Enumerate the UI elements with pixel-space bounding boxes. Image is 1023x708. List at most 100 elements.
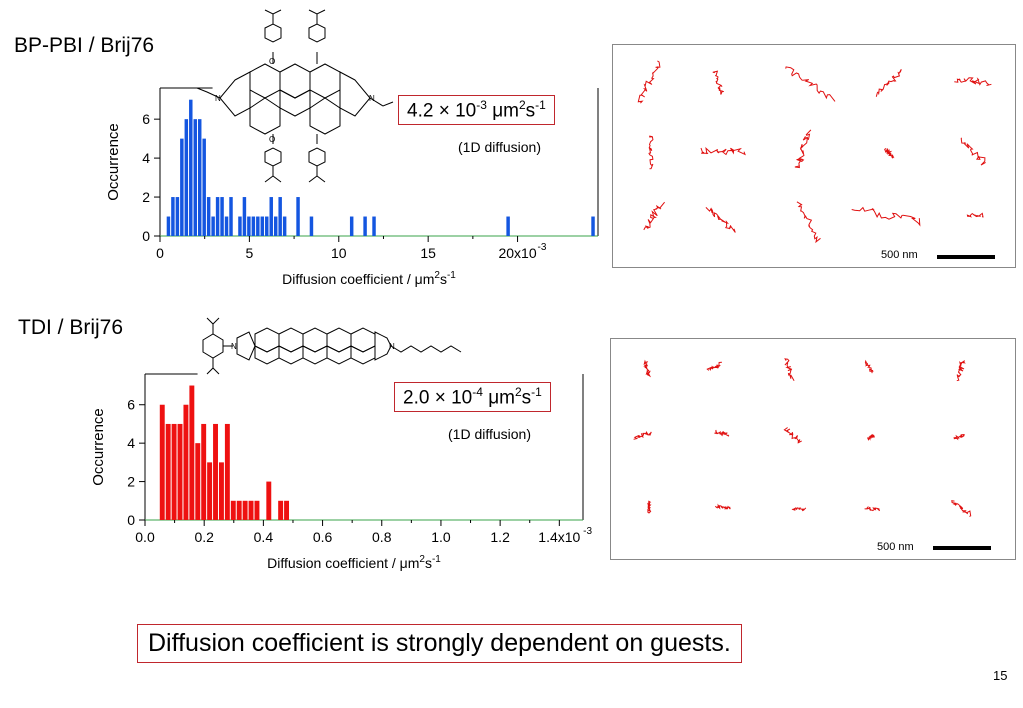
chart1-bar-3	[180, 138, 184, 236]
molecule1-o-bottom: O	[269, 135, 275, 144]
chart1-xtick-label-1: 5	[245, 245, 253, 261]
chart2-bar-1	[165, 423, 171, 520]
chart1-bar-6	[193, 119, 197, 236]
chart2-ylabel: Occurrence	[90, 408, 107, 486]
chart2-bar-13	[236, 500, 242, 520]
chart2-x-exponent: -3	[583, 526, 592, 537]
tracks1-track-12	[796, 201, 821, 244]
chart1-bar-9	[206, 197, 211, 236]
chart2-bar-4	[183, 404, 189, 520]
value1-unit: μm	[492, 100, 519, 122]
tracks2-track-1	[706, 361, 722, 371]
chart1-bar-27	[309, 216, 314, 236]
chart1-ytick-label-3: 6	[142, 111, 150, 127]
chart1-ylabel: Occurrence	[105, 123, 122, 201]
chart2-xtick-label-1: 0.2	[194, 529, 214, 545]
chart2-xlabel-sup2: -1	[432, 554, 441, 565]
chart1-ytick-label-2: 4	[142, 150, 150, 166]
chart1-xlabel-sup2: -1	[447, 270, 456, 281]
tracks2-track-5	[633, 431, 652, 440]
section1-title: BP-PBI / Brij76	[14, 34, 155, 57]
trajectory-tracks-2	[633, 358, 972, 517]
tracks2-track-7	[783, 427, 802, 444]
trajectory-panel-1: 500 nm	[612, 44, 1016, 268]
chart1-bar-12	[220, 197, 224, 236]
value1-times: ×	[438, 100, 450, 122]
value1-unit-exp1: 2	[518, 98, 526, 112]
value2-base: 10	[451, 387, 473, 409]
chart2-xtick-label-2: 0.4	[254, 529, 274, 545]
molecule2-n-left: N	[231, 342, 237, 351]
section2-title: TDI / Brij76	[18, 316, 124, 339]
chart2-bar-19	[284, 500, 290, 520]
scalebar-label-2: 500 nm	[877, 541, 914, 553]
chart1-bar-21	[265, 216, 269, 236]
chart2-ytick-label-1: 2	[127, 474, 135, 490]
tracks1-track-6	[700, 147, 746, 156]
value2-exp: -4	[472, 385, 483, 399]
chart2-bar-6	[195, 443, 201, 520]
chart2-xlabel: Diffusion coefficient / μm2s-1	[267, 554, 441, 571]
chart1-bar-29	[363, 216, 367, 236]
tracks1-track-3	[875, 69, 902, 97]
chart1-bar-32	[591, 216, 595, 236]
chart2-xtick-label-4: 0.8	[372, 529, 392, 545]
molecule-bp-pbi-icon: O O N N	[196, 9, 394, 183]
chart2-bar-0	[159, 404, 165, 520]
page-number: 15	[993, 668, 1008, 683]
chart2-bar-5	[189, 385, 195, 520]
chart2-ytick-label-0: 0	[127, 512, 135, 528]
histogram-tdi: 0.0 0.2 0.4 0.6 0.8 1.0 1.2 1.4x10 -3 0 2 4 6 Occurre…	[90, 373, 592, 571]
tracks2-track-2	[784, 358, 795, 382]
scalebar-label-1: 500 nm	[881, 249, 918, 261]
chart2-bar-16	[254, 500, 260, 520]
chart2-xtick-label-5: 1.0	[431, 529, 451, 545]
tracks1-track-10	[643, 201, 665, 231]
chart1-xtick-label-2: 10	[331, 245, 347, 261]
value1-mantissa: 4.2	[407, 100, 434, 122]
value2-unit-s: s	[521, 387, 532, 409]
tracks1-track-8	[884, 147, 895, 159]
chart1-bar-1	[171, 197, 175, 236]
tracks1-track-9	[960, 137, 986, 166]
chart2-bar-12	[230, 500, 236, 520]
conclusion-box: Diffusion coefficient is strongly depend…	[137, 624, 742, 663]
chart2-xlabel-sup1: 2	[419, 554, 425, 565]
chart1-bar-7	[197, 119, 202, 236]
value2-mantissa: 2.0	[403, 387, 430, 409]
value2-unit-exp2: -1	[531, 385, 542, 399]
chart2-xlabel-s: s	[425, 555, 432, 571]
diffusion-value-box-2: 2.0 × 10-4 μm2s-1	[394, 382, 551, 413]
tracks1-track-2	[785, 66, 836, 102]
chart1-bar-0	[166, 216, 171, 236]
tracks2-track-0	[643, 359, 652, 378]
chart2-bar-10	[218, 462, 224, 520]
chart1-bar-8	[202, 138, 206, 236]
chart1-bar-13	[224, 216, 229, 236]
value1-exp: -3	[476, 98, 487, 112]
chart2-bar-3	[177, 423, 183, 520]
value1-unit-s: s	[525, 100, 536, 122]
chart2-bar-2	[171, 423, 177, 520]
chart1-bar-18	[251, 216, 256, 236]
chart1-bar-26	[296, 197, 300, 236]
tracks2-track-10	[646, 500, 652, 514]
chart1-bar-20	[260, 216, 265, 236]
chart1-bar-31	[506, 216, 510, 236]
chart1-bar-11	[215, 197, 220, 236]
chart1-xtick-label-0: 0	[156, 245, 164, 261]
chart1-bar-24	[278, 197, 282, 236]
tracks2-track-4	[956, 360, 966, 382]
tracks2-track-12	[791, 506, 807, 512]
value2-unit: μm	[488, 387, 515, 409]
tracks2-track-9	[953, 434, 965, 441]
tracks2-track-3	[864, 359, 874, 374]
tracks2-track-8	[866, 433, 876, 441]
chart2-bar-14	[242, 500, 248, 520]
tracks1-track-1	[712, 70, 725, 95]
chart1-xlabel-sup1: 2	[434, 270, 440, 281]
chart2-ytick-label-2: 4	[127, 435, 135, 451]
molecule2-n-right: N	[389, 342, 395, 351]
value1-unit-exp2: -1	[535, 98, 546, 112]
